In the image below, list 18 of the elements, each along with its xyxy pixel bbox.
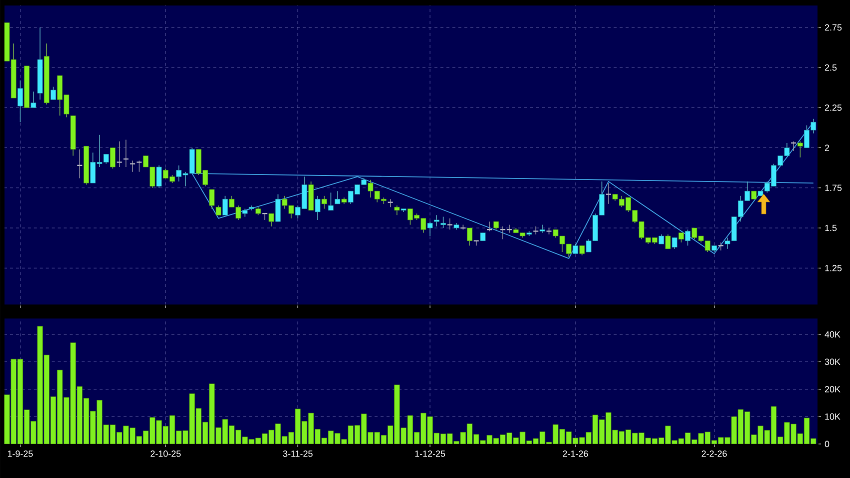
y-tick-label: 1.25: [825, 264, 842, 272]
y-tick-label: 1.75: [825, 184, 842, 192]
x-tick-label: 1-9-25: [8, 450, 33, 457]
x-tick-label: 1-12-25: [415, 450, 446, 457]
y-tick-label: 2.5: [824, 64, 837, 71]
y-tick-label: 30K: [824, 358, 840, 365]
y-tick-label: 1.5: [825, 224, 837, 232]
y-tick-label: 10K: [825, 413, 840, 420]
y-tick-label: 0: [824, 440, 830, 448]
x-tick-label: 2-10-25: [150, 450, 181, 457]
y-tick-label: 2.25: [824, 104, 842, 111]
x-tick-label: 2-2-26: [702, 450, 727, 457]
y-tick-label: 40K: [824, 331, 840, 338]
x-tick-label: 3-11-25: [283, 450, 313, 457]
y-tick-label: 2: [824, 144, 830, 151]
y-tick-label: 2.75: [824, 24, 842, 31]
x-tick-label: 2-1-26: [562, 450, 588, 457]
y-tick-label: 20K: [824, 386, 840, 392]
